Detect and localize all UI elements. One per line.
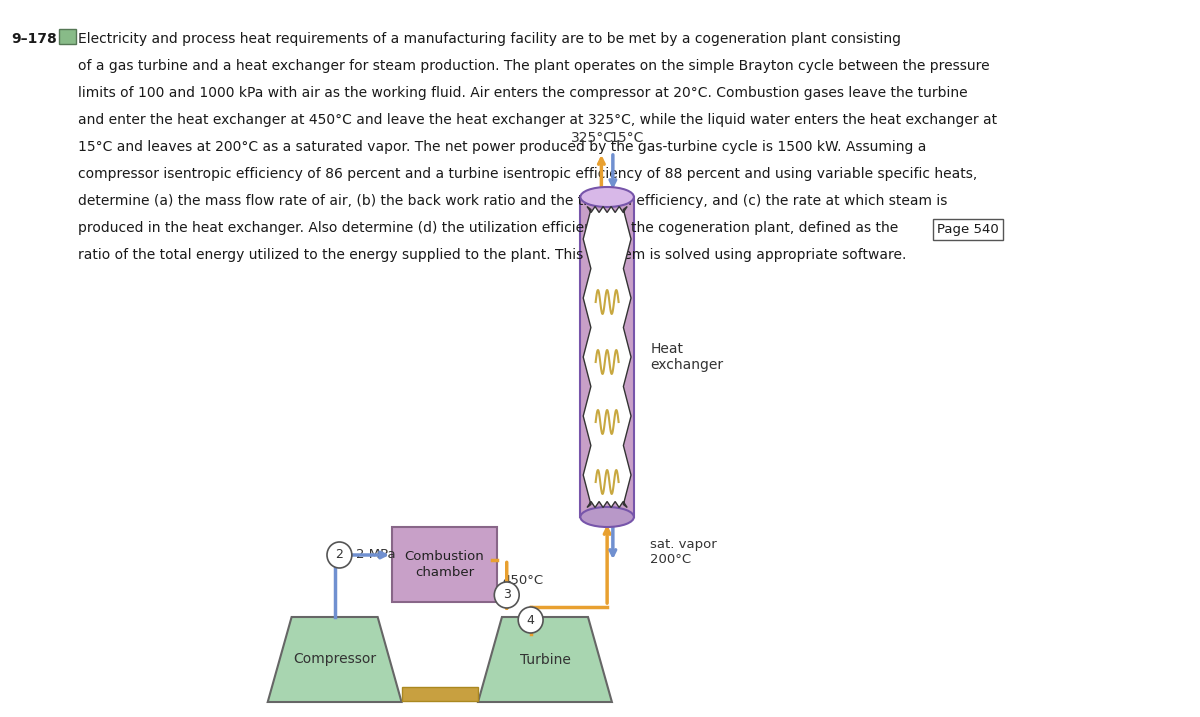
Text: 2 MPa: 2 MPa [355, 549, 395, 561]
FancyBboxPatch shape [392, 527, 497, 602]
Polygon shape [478, 617, 612, 702]
Text: 450°C: 450°C [502, 574, 544, 587]
Ellipse shape [581, 187, 634, 207]
Text: Combustion
chamber: Combustion chamber [404, 551, 485, 579]
Circle shape [518, 607, 544, 633]
Polygon shape [268, 617, 402, 702]
FancyBboxPatch shape [402, 687, 478, 701]
FancyBboxPatch shape [59, 29, 77, 44]
Text: 15°C and leaves at 200°C as a saturated vapor. The net power produced by the gas: 15°C and leaves at 200°C as a saturated … [78, 140, 926, 154]
Text: 325°C: 325°C [571, 131, 614, 145]
Text: ratio of the total energy utilized to the energy supplied to the plant. This pro: ratio of the total energy utilized to th… [78, 248, 907, 262]
Text: sat. vapor
200°C: sat. vapor 200°C [650, 538, 716, 566]
Text: determine (a) the mass flow rate of air, (b) the back work ratio and the thermal: determine (a) the mass flow rate of air,… [78, 194, 948, 208]
Circle shape [326, 542, 352, 568]
Text: 4: 4 [527, 614, 534, 627]
Text: limits of 100 and 1000 kPa with air as the working fluid. Air enters the compres: limits of 100 and 1000 kPa with air as t… [78, 86, 968, 100]
FancyBboxPatch shape [581, 197, 634, 517]
Text: 2: 2 [336, 549, 343, 561]
Circle shape [494, 582, 520, 608]
Ellipse shape [581, 507, 634, 527]
Text: Turbine: Turbine [520, 652, 570, 667]
Text: Compressor: Compressor [293, 652, 376, 667]
Text: produced in the heat exchanger. Also determine (d) the utilization efficiency of: produced in the heat exchanger. Also det… [78, 221, 899, 235]
Text: and enter the heat exchanger at 450°C and leave the heat exchanger at 325°C, whi: and enter the heat exchanger at 450°C an… [78, 113, 997, 127]
Text: 15°C: 15°C [610, 131, 643, 145]
Text: Page 540: Page 540 [937, 223, 998, 236]
Text: 3: 3 [503, 589, 511, 602]
Text: 9–178: 9–178 [12, 32, 58, 46]
Text: Heat
exchanger: Heat exchanger [650, 342, 724, 372]
Polygon shape [583, 206, 631, 508]
Text: compressor isentropic efficiency of 86 percent and a turbine isentropic efficien: compressor isentropic efficiency of 86 p… [78, 167, 978, 181]
Text: Electricity and process heat requirements of a manufacturing facility are to be : Electricity and process heat requirement… [78, 32, 901, 46]
Text: of a gas turbine and a heat exchanger for steam production. The plant operates o: of a gas turbine and a heat exchanger fo… [78, 59, 990, 73]
